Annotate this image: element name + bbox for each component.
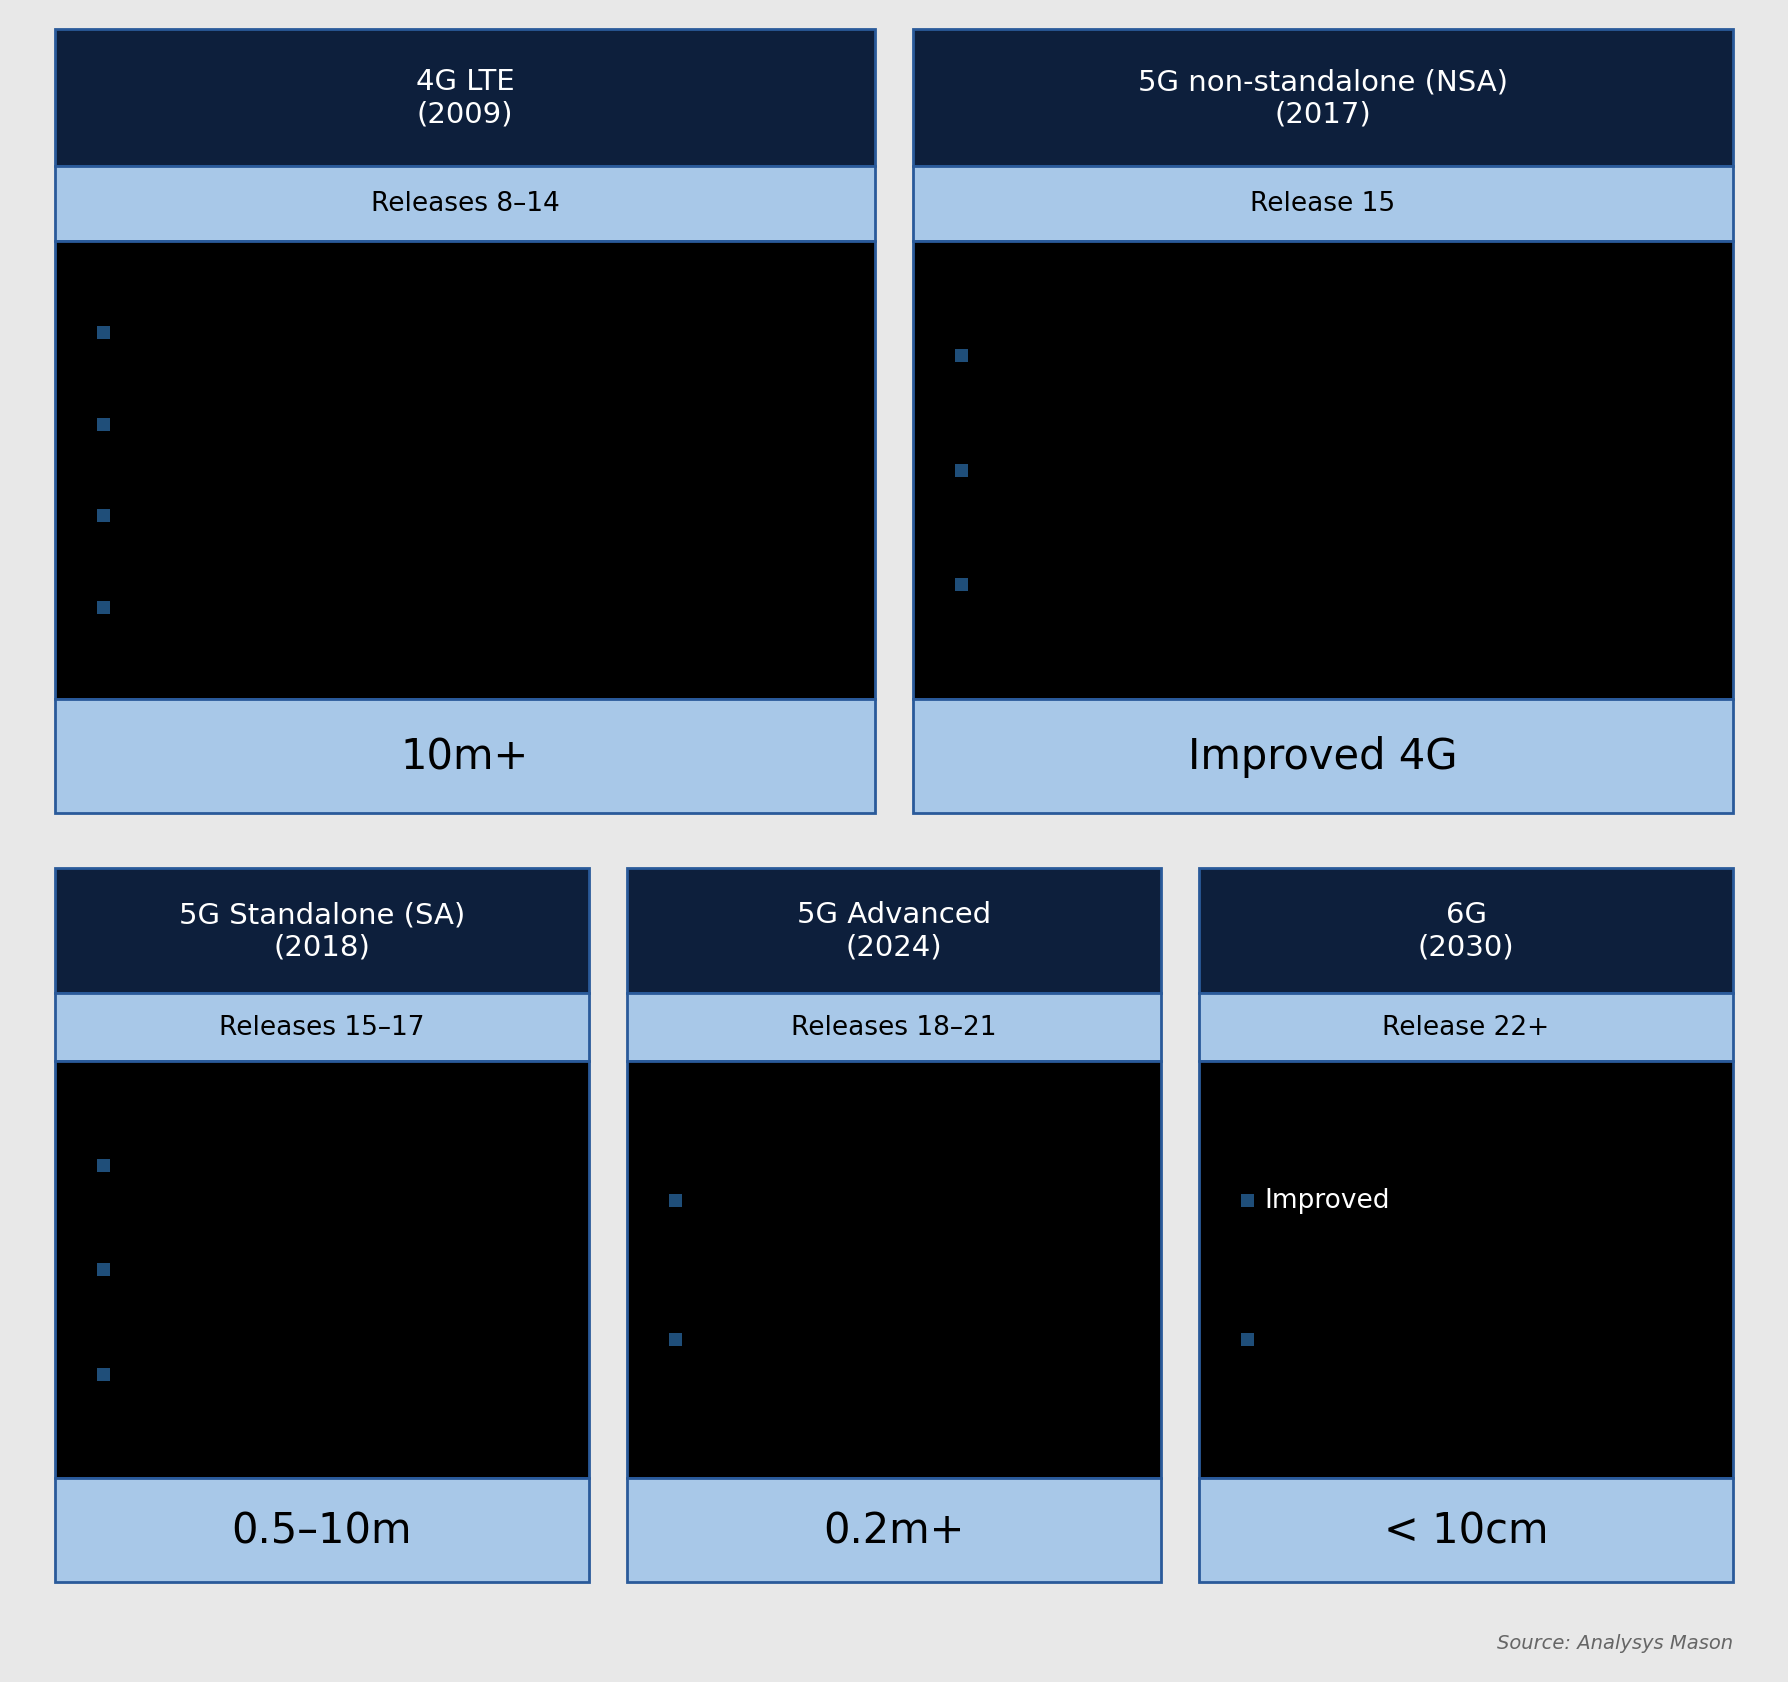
FancyBboxPatch shape — [55, 30, 874, 167]
Text: Improved: Improved — [1264, 1187, 1389, 1213]
Text: 5G Standalone (SA)
(2018): 5G Standalone (SA) (2018) — [179, 902, 465, 960]
FancyBboxPatch shape — [97, 419, 111, 431]
FancyBboxPatch shape — [628, 994, 1160, 1061]
FancyBboxPatch shape — [97, 1367, 111, 1381]
Text: Release 15: Release 15 — [1250, 192, 1396, 217]
FancyBboxPatch shape — [1200, 868, 1733, 994]
Text: 0.2m+: 0.2m+ — [822, 1509, 966, 1551]
Text: Releases 8–14: Releases 8–14 — [370, 192, 560, 217]
FancyBboxPatch shape — [55, 994, 588, 1061]
Text: Releases 18–21: Releases 18–21 — [792, 1014, 996, 1039]
FancyBboxPatch shape — [1200, 994, 1733, 1061]
FancyBboxPatch shape — [55, 868, 588, 994]
FancyBboxPatch shape — [955, 464, 967, 478]
Text: Source: Analysys Mason: Source: Analysys Mason — [1497, 1633, 1733, 1652]
FancyBboxPatch shape — [628, 1478, 1160, 1583]
Text: 5G non-standalone (NSA)
(2017): 5G non-standalone (NSA) (2017) — [1137, 69, 1507, 130]
Text: 10m+: 10m+ — [401, 735, 529, 777]
FancyBboxPatch shape — [55, 700, 874, 814]
FancyBboxPatch shape — [628, 1061, 1160, 1478]
Text: Improved 4G: Improved 4G — [1189, 735, 1457, 777]
FancyBboxPatch shape — [914, 30, 1733, 167]
FancyBboxPatch shape — [97, 602, 111, 614]
FancyBboxPatch shape — [628, 868, 1160, 994]
FancyBboxPatch shape — [55, 167, 874, 242]
FancyBboxPatch shape — [1200, 1478, 1733, 1583]
FancyBboxPatch shape — [669, 1194, 681, 1206]
FancyBboxPatch shape — [97, 326, 111, 340]
FancyBboxPatch shape — [55, 242, 874, 700]
Text: Releases 15–17: Releases 15–17 — [220, 1014, 426, 1039]
FancyBboxPatch shape — [1241, 1332, 1253, 1346]
Text: Release 22+: Release 22+ — [1382, 1014, 1550, 1039]
FancyBboxPatch shape — [955, 579, 967, 592]
FancyBboxPatch shape — [914, 700, 1733, 814]
FancyBboxPatch shape — [1241, 1194, 1253, 1206]
Text: 5G Advanced
(2024): 5G Advanced (2024) — [797, 902, 991, 960]
FancyBboxPatch shape — [97, 1159, 111, 1172]
Text: 4G LTE
(2009): 4G LTE (2009) — [415, 69, 515, 130]
Text: 6G
(2030): 6G (2030) — [1418, 902, 1514, 960]
FancyBboxPatch shape — [914, 242, 1733, 700]
FancyBboxPatch shape — [914, 167, 1733, 242]
FancyBboxPatch shape — [669, 1332, 681, 1346]
Text: 0.5–10m: 0.5–10m — [232, 1509, 413, 1551]
FancyBboxPatch shape — [55, 1061, 588, 1478]
FancyBboxPatch shape — [97, 510, 111, 523]
Text: < 10cm: < 10cm — [1384, 1509, 1548, 1551]
FancyBboxPatch shape — [1200, 1061, 1733, 1478]
FancyBboxPatch shape — [955, 350, 967, 363]
FancyBboxPatch shape — [97, 1263, 111, 1277]
FancyBboxPatch shape — [55, 1478, 588, 1583]
